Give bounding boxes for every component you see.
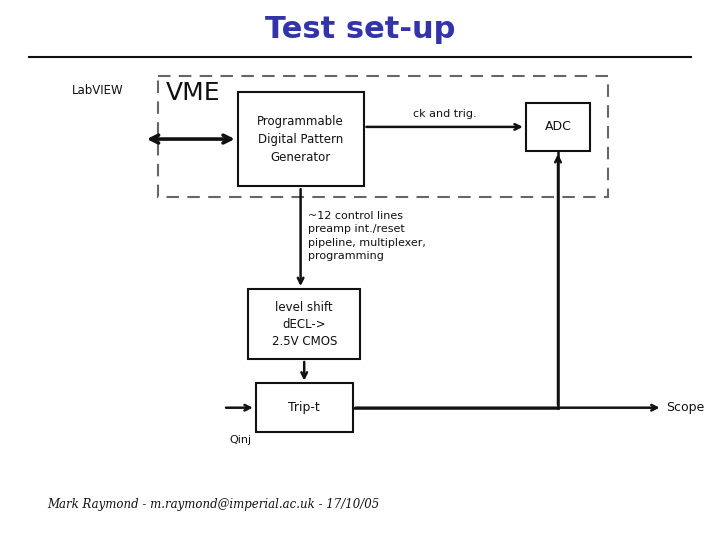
Text: ~12 control lines
preamp int./reset
pipeline, multiplexer,
programming: ~12 control lines preamp int./reset pipe…	[308, 211, 426, 261]
Bar	[526, 103, 590, 151]
Bar	[248, 289, 360, 359]
Text: Programmable
Digital Pattern
Generator: Programmable Digital Pattern Generator	[257, 114, 344, 164]
Bar	[158, 76, 608, 197]
Bar	[256, 383, 353, 432]
Text: Mark Raymond - m.raymond@imperial.ac.uk - 17/10/05: Mark Raymond - m.raymond@imperial.ac.uk …	[47, 498, 379, 511]
Bar	[238, 92, 364, 186]
Text: level shift
dECL->
2.5V CMOS: level shift dECL-> 2.5V CMOS	[271, 300, 337, 348]
Text: Qinj: Qinj	[230, 435, 252, 445]
Text: Scope: Scope	[666, 401, 704, 414]
Text: ck and trig.: ck and trig.	[413, 109, 477, 119]
Text: Trip-t: Trip-t	[288, 401, 320, 414]
Text: ADC: ADC	[544, 120, 572, 133]
Text: Test set-up: Test set-up	[265, 15, 455, 44]
Text: VME: VME	[166, 81, 220, 105]
Text: LabVIEW: LabVIEW	[72, 84, 124, 97]
